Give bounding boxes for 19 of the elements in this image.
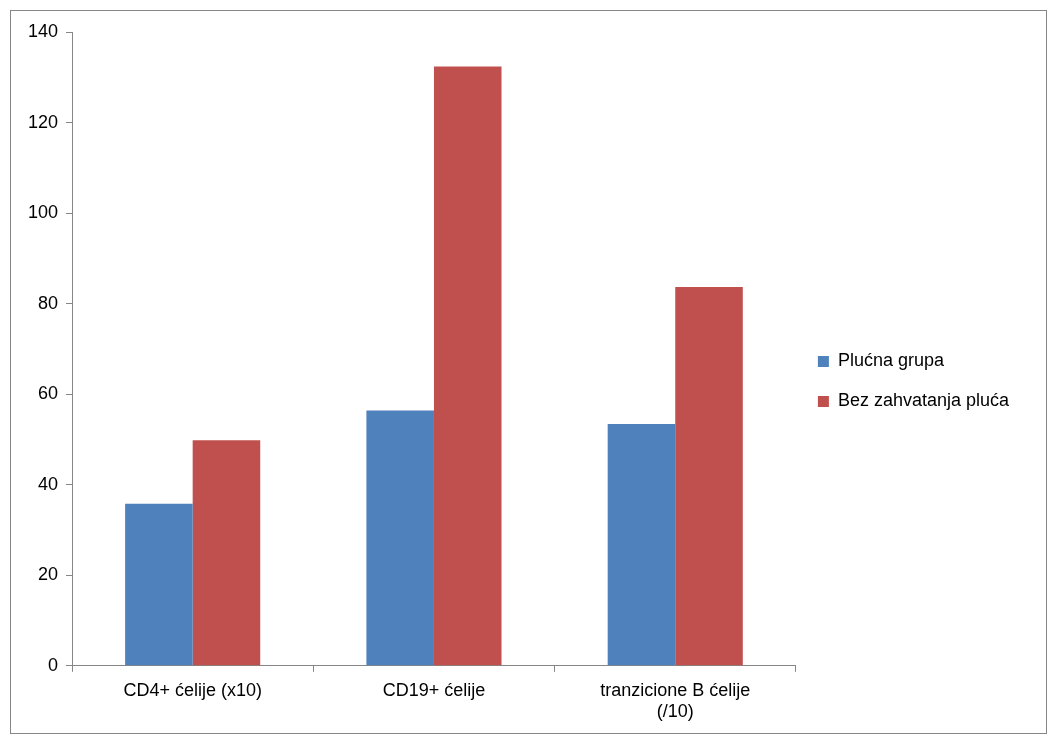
bar [125, 503, 193, 666]
y-tick-label: 120 [27, 111, 59, 132]
bar [192, 440, 261, 666]
x-tick-label: CD19+ ćelije [382, 679, 486, 700]
bar [366, 410, 434, 666]
y-tick-label: 80 [38, 292, 59, 313]
x-tick-label: tranzicione B ćelije (/10) [600, 679, 751, 722]
bar [433, 66, 502, 666]
y-tick-label: 100 [27, 202, 59, 223]
legend-label: Bez zahvatanja pluća [837, 390, 1010, 411]
y-tick-label: 60 [38, 383, 59, 404]
bar [675, 286, 743, 666]
y-tick-label: 140 [27, 20, 59, 41]
y-tick-label: 0 [48, 654, 59, 675]
y-tick-label: 40 [38, 473, 59, 494]
x-tick-label: CD4+ ćelije (x10) [123, 679, 262, 700]
bar [607, 424, 676, 666]
legend-label: Plućna grupa [837, 350, 945, 371]
y-tick-label: 20 [38, 564, 59, 585]
